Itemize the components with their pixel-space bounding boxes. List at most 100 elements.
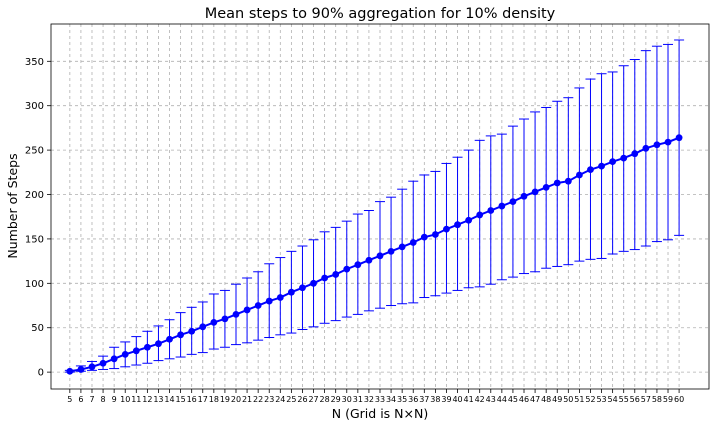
x-tick-label: 44 — [497, 395, 507, 404]
data-point — [431, 231, 439, 238]
y-tick-label: 300 — [25, 101, 44, 112]
x-tick-label: 52 — [585, 395, 595, 404]
x-tick-label: 6 — [78, 395, 83, 404]
chart-title: Mean steps to 90% aggregation for 10% de… — [205, 6, 556, 22]
x-tick-label: 48 — [541, 395, 551, 404]
x-tick-label: 47 — [530, 395, 540, 404]
x-tick-label: 30 — [342, 395, 352, 404]
data-point — [166, 335, 173, 343]
data-point — [188, 327, 196, 335]
plot-frame — [50, 23, 710, 390]
x-tick-label: 45 — [508, 395, 518, 404]
x-tick-label: 13 — [153, 395, 163, 404]
data-point — [77, 366, 85, 373]
y-tick-label: 250 — [25, 146, 44, 157]
y-tick-label: 50 — [31, 323, 44, 334]
data-point — [620, 154, 628, 162]
y-tick-label: 100 — [25, 279, 44, 290]
x-axis-label: N (Grid is N×N) — [332, 406, 428, 421]
x-tick-label: 26 — [297, 395, 307, 404]
x-tick-label: 28 — [320, 395, 330, 404]
data-point — [553, 179, 561, 187]
x-tick-label: 17 — [198, 395, 208, 404]
x-tick-label: 31 — [353, 395, 363, 404]
data-point — [598, 162, 605, 170]
data-point — [343, 265, 351, 273]
data-point — [365, 256, 373, 264]
x-tick-label: 51 — [574, 395, 584, 404]
x-tick-label: 54 — [608, 395, 618, 404]
x-tick-label: 34 — [386, 395, 396, 404]
data-point — [132, 347, 140, 355]
x-tick-label: 53 — [596, 395, 606, 404]
x-tick-label: 55 — [619, 395, 629, 404]
x-tick-label: 59 — [663, 395, 673, 404]
data-point — [376, 252, 384, 260]
data-point — [254, 302, 262, 309]
x-tick-label: 60 — [674, 395, 684, 404]
y-axis-label: Number of Steps — [5, 153, 20, 258]
x-tick-label: 7 — [89, 395, 94, 404]
data-point — [99, 359, 107, 367]
data-point — [221, 315, 229, 323]
x-tick-label: 10 — [120, 395, 130, 404]
x-tick-label: 23 — [264, 395, 274, 404]
x-tick-label: 33 — [375, 395, 385, 404]
data-points — [66, 134, 683, 375]
x-tick-label: 49 — [552, 395, 562, 404]
data-point — [210, 318, 218, 326]
data-point — [575, 171, 583, 179]
data-point — [487, 207, 495, 214]
x-tick-label: 41 — [464, 395, 474, 404]
data-point — [387, 247, 395, 255]
x-tick-label: 43 — [486, 395, 496, 404]
data-point — [653, 141, 661, 149]
data-point — [675, 134, 683, 142]
data-point — [609, 158, 617, 166]
data-point — [265, 297, 273, 305]
x-tick-label: 42 — [475, 395, 485, 404]
x-tick-label: 16 — [187, 395, 197, 404]
data-point — [476, 211, 484, 219]
data-point — [332, 271, 340, 278]
x-tick-label: 32 — [364, 395, 374, 404]
x-tick-label: 9 — [112, 395, 117, 404]
data-point — [542, 184, 550, 191]
y-tick-label: 350 — [25, 57, 44, 68]
x-tick-label: 29 — [331, 395, 341, 404]
x-tick-label: 37 — [419, 395, 429, 404]
data-point — [232, 311, 240, 318]
x-tick-label: 50 — [563, 395, 573, 404]
x-tick-label: 25 — [286, 395, 296, 404]
data-point — [199, 323, 207, 331]
x-axis-ticks: 5 6 7 8 9 10 11 12 13 14 15 16 17 18 19 20 21 22 23 24 25 26 2… — [67, 389, 684, 404]
data-point — [409, 239, 417, 246]
data-point — [155, 340, 162, 348]
data-point — [564, 177, 572, 185]
data-point — [321, 274, 329, 282]
x-tick-label: 39 — [441, 395, 451, 404]
data-point — [143, 343, 151, 351]
y-tick-label: 0 — [38, 368, 44, 379]
data-point — [354, 261, 362, 269]
x-tick-label: 58 — [652, 395, 662, 404]
x-tick-label: 11 — [131, 395, 141, 404]
y-tick-label: 150 — [25, 234, 44, 245]
data-point — [531, 188, 539, 196]
data-point — [276, 294, 284, 301]
data-point — [243, 306, 251, 314]
x-tick-label: 14 — [164, 395, 174, 404]
x-tick-label: 19 — [220, 395, 230, 404]
data-point — [177, 331, 185, 339]
y-tick-label: 200 — [25, 190, 44, 201]
x-tick-label: 35 — [397, 395, 407, 404]
x-tick-label: 5 — [67, 395, 72, 404]
data-point — [443, 225, 450, 233]
x-tick-label: 40 — [452, 395, 462, 404]
data-point — [398, 243, 406, 251]
x-tick-label: 18 — [209, 395, 219, 404]
data-point — [121, 350, 129, 358]
x-tick-label: 15 — [176, 395, 186, 404]
x-tick-label: 38 — [430, 395, 440, 404]
